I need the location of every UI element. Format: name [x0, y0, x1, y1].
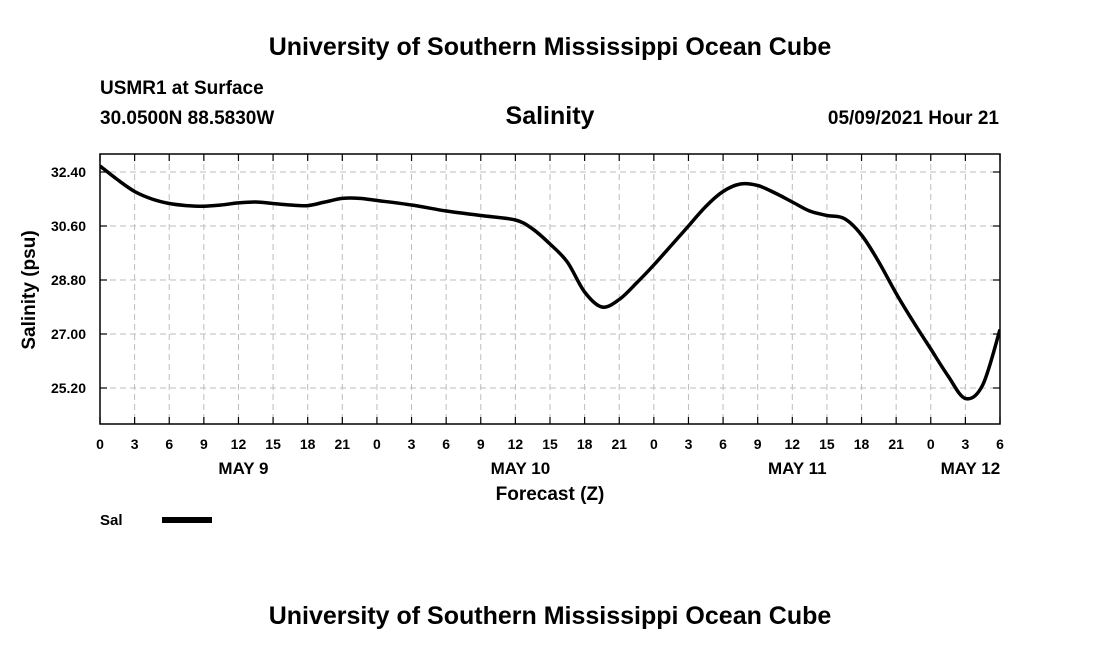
y-tick-label: 25.20: [51, 380, 86, 396]
x-tick-label: 6: [719, 436, 727, 452]
x-tick-label: 18: [577, 436, 593, 452]
x-tick-label: 0: [373, 436, 381, 452]
series-line-sal: [100, 164, 1000, 401]
day-label: MAY 11: [768, 459, 827, 478]
grid-lines: [100, 154, 1000, 424]
x-tick-label: 21: [611, 436, 627, 452]
x-tick-label: 12: [508, 436, 524, 452]
y-axis: 32.40 30.60 28.80 27.00 25.20: [51, 164, 1000, 396]
y-tick-label: 30.60: [51, 218, 86, 234]
y-tick-label: 27.00: [51, 326, 86, 342]
x-tick-label: 3: [961, 436, 969, 452]
x-tick-label: 12: [785, 436, 801, 452]
x-tick-label: 6: [996, 436, 1004, 452]
footer-title: University of Southern Mississippi Ocean…: [269, 602, 832, 630]
x-tick-label: 9: [754, 436, 762, 452]
x-tick-label: 0: [650, 436, 658, 452]
y-tick-label: 32.40: [51, 164, 86, 180]
x-tick-label: 0: [927, 436, 935, 452]
chart-header-title: University of Southern Mississippi Ocean…: [269, 33, 832, 61]
x-tick-label: 3: [408, 436, 416, 452]
day-labels: MAY 9 MAY 10 MAY 11 MAY 12: [218, 459, 1000, 478]
y-tick-label: 28.80: [51, 272, 86, 288]
station-coordinates: 30.0500N 88.5830W: [100, 108, 274, 129]
x-tick-label: 0: [96, 436, 104, 452]
x-tick-label: 6: [442, 436, 450, 452]
day-label: MAY 10: [491, 459, 551, 478]
x-tick-label: 3: [685, 436, 693, 452]
x-tick-label: 9: [477, 436, 485, 452]
x-tick-label: 21: [888, 436, 904, 452]
day-label: MAY 12: [941, 459, 1001, 478]
x-tick-label: 6: [165, 436, 173, 452]
x-tick-label: 18: [854, 436, 870, 452]
x-tick-label: 21: [335, 436, 351, 452]
x-tick-label: 15: [819, 436, 835, 452]
x-tick-label: 15: [265, 436, 281, 452]
chart-title: Salinity: [506, 102, 595, 130]
x-tick-label: 18: [300, 436, 316, 452]
station-label: USMR1 at Surface: [100, 78, 264, 99]
forecast-datetime: 05/09/2021 Hour 21: [828, 108, 1000, 129]
legend: Sal: [100, 512, 212, 529]
legend-label-sal: Sal: [100, 512, 123, 529]
x-tick-label: 12: [231, 436, 247, 452]
series-layer: [100, 164, 1000, 401]
y-axis-label: Salinity (psu): [19, 230, 40, 349]
x-tick-label: 9: [200, 436, 208, 452]
x-axis: 0 3 6 9 12 15 18 21 0 3 6 9 12 15 18 21 0 3 6 9 12 15 18 21 0 3 6: [96, 154, 1004, 452]
day-label: MAY 9: [218, 459, 268, 478]
x-axis-label: Forecast (Z): [496, 484, 605, 505]
x-tick-label: 15: [542, 436, 558, 452]
x-tick-label: 3: [131, 436, 139, 452]
